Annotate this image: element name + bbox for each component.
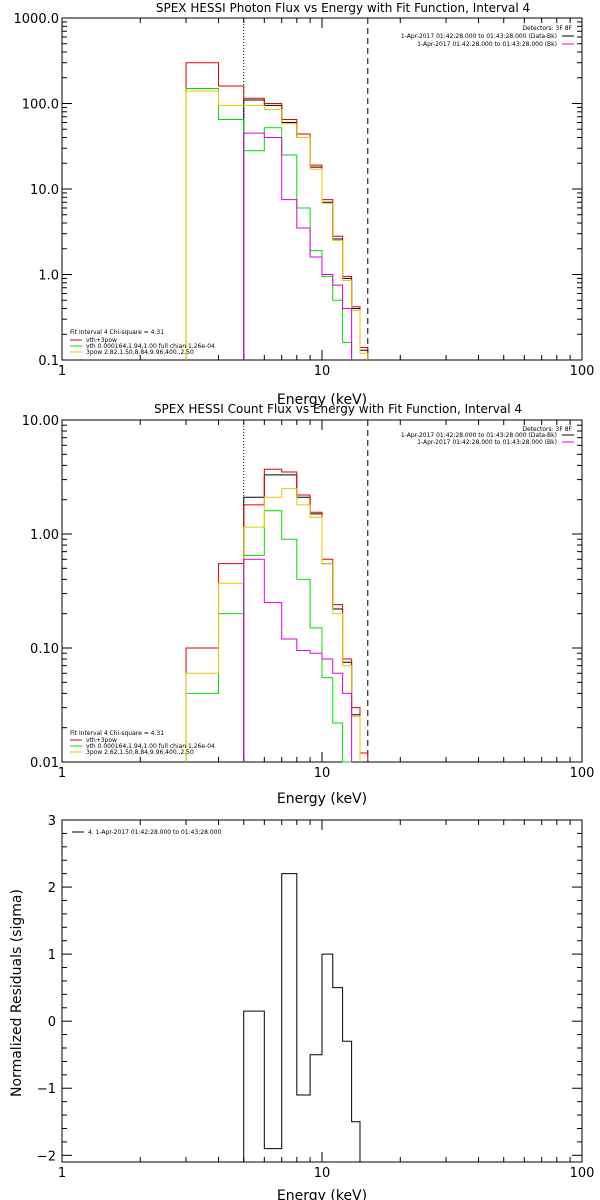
legend-top-right: Detectors: 3F 8F 1-Apr-2017 01:42:28.000… — [401, 25, 574, 48]
legend-detectors: Detectors: 3F 8F — [522, 25, 572, 32]
y-ticks: −2 −1 0 1 2 3 — [37, 814, 582, 1164]
photon-flux-panel: SPEX HESSI Photon Flux vs Energy with Fi… — [14, 1, 595, 408]
y-tick-label: 1 — [48, 948, 56, 963]
legend-vth3pow: vth+3pow — [86, 337, 117, 344]
x-axis-label: Energy (keV) — [277, 1188, 367, 1200]
reference-lines — [243, 420, 369, 762]
legend-top-right: Detectors: 3F 8F 1-Apr-2017 01:42:28.000… — [401, 426, 574, 446]
y-axis-label: Normalized Residuals (sigma) — [9, 889, 25, 1097]
legend-fit-interval: Fit Interval 4 Chi-square = 4.31 — [70, 730, 164, 737]
series-vth-0-000164-1-94-1-00-full-chian-1-26e-04 — [185, 510, 352, 763]
legend-data-bk: 1-Apr-2017 01:42:28.000 to 01:43:28.000 … — [401, 432, 557, 439]
legend-3pow: 3pow 2.82,1.50,8.84,9.96,400.,2.50 — [86, 349, 194, 356]
x-tick-label: 1 — [58, 364, 66, 379]
series-vth-3pow — [185, 468, 369, 762]
x-tick-label: 10 — [314, 1166, 331, 1181]
residuals-panel: Energy (keV) Normalized Residuals (sigma… — [9, 814, 594, 1200]
data-series — [243, 873, 368, 1163]
legend-residual: 4. 1-Apr-2017 01:42:28.000 to 01:43:28.0… — [88, 829, 221, 836]
series-vth-3pow — [185, 62, 369, 360]
series-1-apr-2017-01-42-28-000-to-01-43-28-000-bk — [243, 132, 353, 360]
data-series — [185, 468, 369, 763]
x-tick-label: 100 — [570, 364, 595, 379]
y-tick-label: 10.00 — [22, 414, 59, 429]
series-1-apr-2017-01-42-28-000-to-01-43-28-000-bk — [243, 558, 353, 762]
legend-bottom-left: Fit Interval 4 Chi-square = 4.31 vth+3po… — [70, 329, 215, 356]
series-3pow-2-82-1-50-8-84-9-96-400-2-50 — [185, 90, 369, 360]
y-tick-label: 0 — [48, 1015, 56, 1030]
legend-top-left: 4. 1-Apr-2017 01:42:28.000 to 01:43:28.0… — [72, 829, 221, 836]
legend-bk: 1-Apr-2017 01:42:28.000 to 01:43:28.000 … — [417, 41, 557, 48]
y-tick-label: 100.0 — [22, 98, 59, 113]
legend-3pow: 3pow 2.62,1.50,8.84,9.96,400.,2.50 — [86, 749, 194, 756]
x-ticks: 1 10 100 — [58, 420, 595, 781]
panel-title: SPEX HESSI Count Flux vs Energy with Fit… — [154, 402, 522, 416]
x-tick-label: 100 — [570, 766, 595, 781]
y-tick-label: 0.01 — [30, 756, 59, 771]
x-tick-label: 100 — [570, 1166, 595, 1181]
x-ticks: 1 10 100 — [58, 820, 595, 1181]
x-tick-label: 10 — [314, 766, 331, 781]
series-4-1-apr-2017-01-42-28-000-to-01-43-28-000 — [243, 873, 368, 1163]
legend-vth3pow: vth+3pow — [86, 737, 117, 744]
y-ticks: 0.1 1.0 10.0 100.0 1000.0 — [14, 12, 582, 369]
legend-vth: vth 0.000164,1.94,1.00 full chian 1.26e-… — [86, 743, 215, 750]
count-flux-panel: SPEX HESSI Count Flux vs Energy with Fit… — [22, 402, 595, 807]
y-tick-label: 10.0 — [30, 183, 59, 198]
x-tick-label: 10 — [314, 364, 331, 379]
y-tick-label: 1.00 — [30, 528, 59, 543]
y-tick-label: −1 — [37, 1082, 56, 1097]
plot-frame — [61, 419, 583, 763]
x-axis-label: Energy (keV) — [277, 791, 367, 807]
series-3pow-2-62-1-50-8-84-9-96-400-2-50 — [185, 488, 361, 762]
legend-bk: 1-Apr-2017 01:42:28.000 to 01:43:28.000 … — [417, 439, 557, 446]
x-tick-label: 1 — [58, 766, 66, 781]
legend-data-bk: 1-Apr-2017 01:42:28.000 to 01:43:28.000 … — [401, 33, 557, 40]
y-tick-label: 0.10 — [30, 642, 59, 657]
y-tick-label: 1.0 — [38, 269, 59, 284]
series-vth-0-000164-1-94-1-00-full-chian-1-26e-04 — [185, 87, 353, 360]
panel-title: SPEX HESSI Photon Flux vs Energy with Fi… — [156, 1, 530, 15]
y-tick-label: 1000.0 — [14, 12, 60, 27]
legend-fit-interval: Fit Interval 4 Chi-square = 4.31 — [70, 329, 164, 336]
y-ticks: 0.01 0.10 1.00 10.00 — [22, 414, 582, 771]
x-ticks: 1 10 100 — [58, 18, 595, 379]
data-series — [185, 62, 369, 360]
legend-vth: vth 0.000164,1.94,1.00 full chian 1.26e-… — [86, 343, 215, 350]
series-1-apr-2017-01-42-28-000-to-01-43-28-000-data-bk — [243, 99, 369, 360]
y-tick-label: −2 — [37, 1149, 56, 1164]
legend-detectors: Detectors: 3F 8F — [522, 426, 572, 433]
y-tick-label: 2 — [48, 881, 56, 896]
legend-bottom-left: Fit Interval 4 Chi-square = 4.31 vth+3po… — [70, 730, 215, 756]
y-tick-label: 0.1 — [38, 354, 59, 369]
x-tick-label: 1 — [58, 1166, 66, 1181]
x-axis-label: Energy (keV) — [277, 392, 367, 408]
y-tick-label: 3 — [48, 814, 56, 829]
